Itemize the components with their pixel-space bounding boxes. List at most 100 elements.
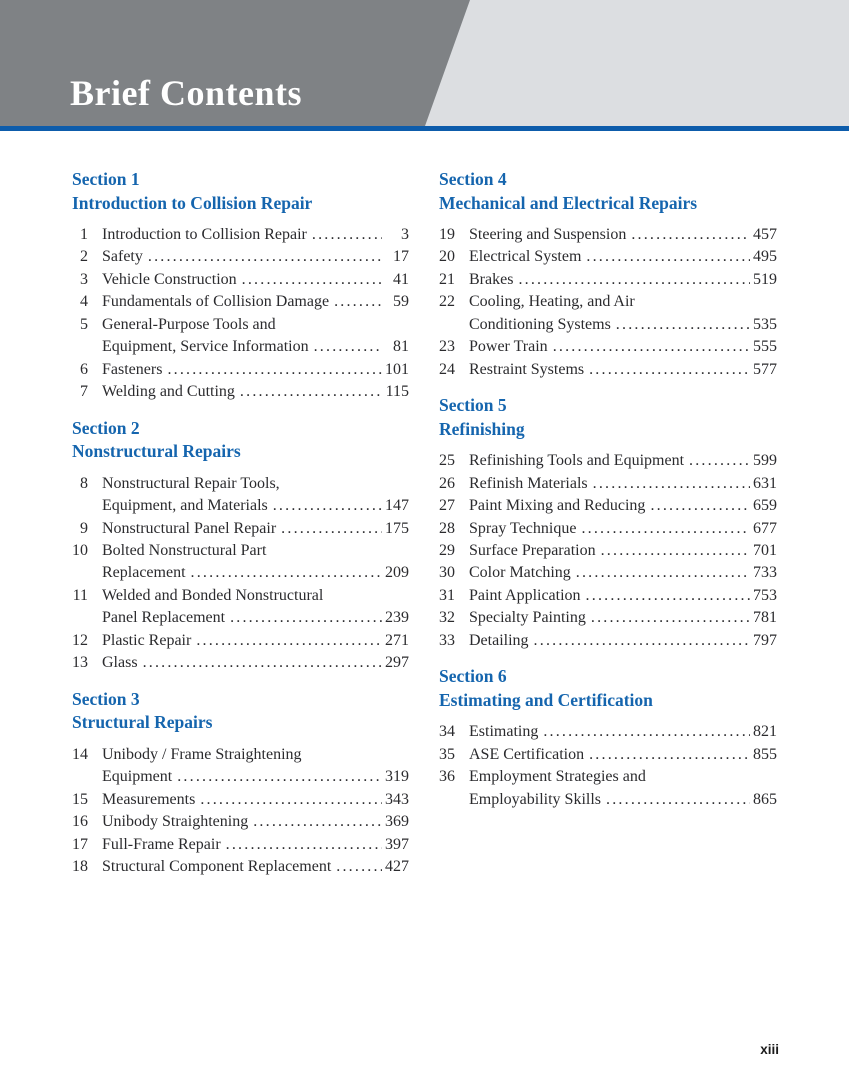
chapter-number: 13 [72,654,88,672]
chapter-number: 8 [80,474,88,492]
chapter-title-line: Replacement [102,564,186,582]
chapter-title-line: Refinish Materials [469,474,588,492]
chapter-page-number: 519 [753,270,777,288]
chapter-page-number: 577 [753,360,777,378]
chapter-entry-row: Panel Replacement 239 [68,607,409,629]
chapter-entry-row: 3 Vehicle Construction 41 [68,269,409,291]
chapter-page-number: 319 [385,768,409,786]
chapter-title-line: Panel Replacement [102,609,226,627]
chapter-number: 1 [80,226,88,243]
chapter-entry-row: 16 Unibody Straightening 369 [68,811,409,833]
header-diagonal-shape [425,0,849,126]
dot-leader [191,562,382,584]
chapter-entry-row: 32 Specialty Painting 781 [435,607,777,629]
chapter-entry-row: 5 General-Purpose Tools and [68,314,409,336]
section-entries: 34 Estimating 821 35 ASE Certification 855 36 E… [435,721,777,811]
chapter-entry-row: 18 Structural Component Replacement 427 [68,856,409,878]
chapter-entry-row: 26 Refinish Materials 631 [435,473,777,495]
chapter-entry-row: Replacement 209 [68,562,409,584]
dot-leader [631,224,750,246]
chapter-number: 31 [439,586,455,604]
chapter-number: 20 [439,248,455,266]
chapter-entry-row: 7 Welding and Cutting 115 [68,381,409,403]
header-rule [0,126,849,131]
section-entries: 14 Unibody / Frame Straightening Equipment… [68,744,409,879]
chapter-number: 24 [439,360,455,378]
chapter-number: 2 [80,248,88,266]
chapter-title-line: Fundamentals of Collision Damage [102,293,330,311]
chapter-page-number: 865 [753,790,777,808]
section-title: Introduction to Collision Repair [72,192,313,213]
chapter-title-line: Color Matching [469,564,571,582]
chapter-title-line: ASE Certification [469,745,585,763]
chapter-title-line: Safety [102,248,143,266]
chapter-entry-row: 19 Steering and Suspension 457 [435,224,777,246]
chapter-number: 30 [439,564,455,582]
toc-section: Section 6 Estimating and Certification 34 E… [435,665,777,811]
dot-leader [650,495,750,517]
chapter-entry-row: 29 Surface Preparation 701 [435,540,777,562]
chapter-entry-row: 6 Fasteners 101 [68,359,409,381]
chapter-number: 29 [439,541,455,559]
chapter-title-line: Unibody Straightening [102,813,249,831]
page-number: xiii [760,1042,779,1057]
chapter-entry-row: 27 Paint Mixing and Reducing 659 [435,495,777,517]
chapter-entry-row: 25 Refinishing Tools and Equipment 599 [435,450,777,472]
chapter-page-number: 369 [385,813,409,831]
chapter-page-number: 115 [385,383,409,401]
dot-leader [253,811,382,833]
chapter-page-number: 297 [385,654,409,672]
chapter-title-line: Introduction to Collision Repair [102,226,307,243]
dot-leader [273,495,382,517]
chapter-page-number: 677 [753,519,777,537]
toc-column-right: Section 4 Mechanical and Electrical Repai… [435,168,777,891]
chapter-number: 26 [439,474,455,492]
chapter-title-line: Equipment [102,768,173,786]
chapter-title-line: Welded and Bonded Nonstructural [102,586,324,604]
toc-section: Section 3 Structural Repairs 14 Unibody / F… [68,688,409,879]
toc-section: Section 2 Nonstructural Repairs 8 Nonstruct… [68,417,409,675]
chapter-title-line: General-Purpose Tools and [102,315,276,333]
chapter-page-number: 239 [385,609,409,627]
dot-leader [534,630,750,652]
chapter-page-number: 397 [385,835,409,853]
chapter-number: 7 [80,383,88,401]
chapter-page-number: 271 [385,631,409,649]
dot-leader [589,744,750,766]
chapter-title-line: Electrical System [469,248,582,266]
chapter-number: 27 [439,497,455,515]
dot-leader [200,789,382,811]
chapter-number: 17 [72,835,88,853]
chapter-entry-row: Conditioning Systems 535 [435,314,777,336]
dot-leader [312,224,382,246]
chapter-entry-row: 30 Color Matching 733 [435,562,777,584]
dot-leader [167,359,382,381]
chapter-number: 9 [80,519,88,537]
chapter-title-line: Brakes [469,270,514,288]
dot-leader [589,359,750,381]
dot-leader [177,766,382,788]
chapter-entry-row: 24 Restraint Systems 577 [435,359,777,381]
toc-section: Section 1 Introduction to Collision Repai… [68,168,409,404]
section-entries: 19 Steering and Suspension 457 20 Electrical… [435,224,777,381]
chapter-number: 35 [439,745,455,763]
chapter-title-line: Cooling, Heating, and Air [469,293,635,311]
dot-leader [606,789,750,811]
chapter-title-line: Spray Technique [469,519,577,537]
chapter-page-number: 101 [385,360,409,378]
chapter-page-number: 457 [753,226,777,243]
chapter-page-number: 175 [385,519,409,537]
chapter-page-number: 797 [753,631,777,649]
chapter-page-number: 59 [393,293,409,311]
chapter-title-line: Employability Skills [469,790,602,808]
chapter-number: 4 [80,293,88,311]
chapter-number: 16 [72,813,88,831]
dot-leader [581,518,750,540]
chapter-title-line: Estimating [469,723,539,741]
chapter-page-number: 495 [753,248,777,266]
section-label: Section 5 [439,395,507,416]
chapter-number: 14 [72,745,88,763]
dot-leader [543,721,750,743]
dot-leader [616,314,750,336]
chapter-page-number: 781 [753,609,777,627]
